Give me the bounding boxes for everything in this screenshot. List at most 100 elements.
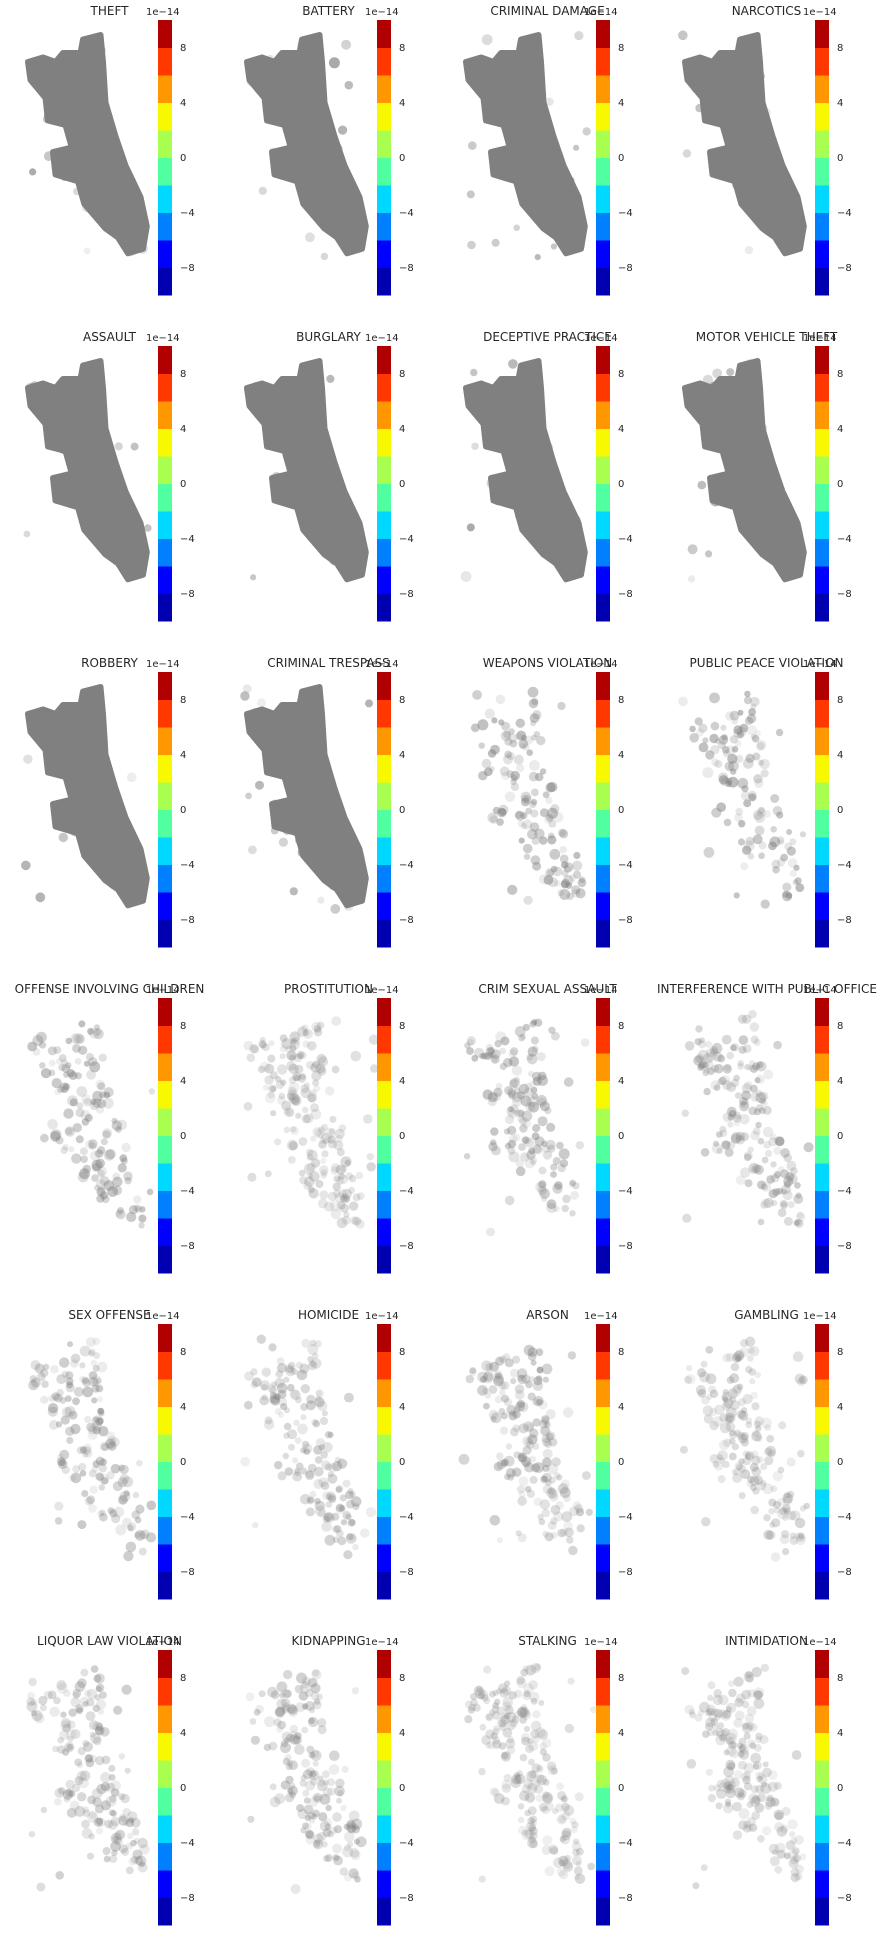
scatter-point xyxy=(749,1475,760,1487)
scatter-point xyxy=(273,1393,280,1401)
scatter-point xyxy=(264,763,274,773)
scatter-point xyxy=(126,1211,137,1223)
scatter-point xyxy=(61,1059,68,1066)
colorbar-tick-label: 8 xyxy=(180,695,186,706)
scatter-point xyxy=(100,1800,111,1811)
scatter-point xyxy=(280,1079,287,1086)
colorbar-segment xyxy=(377,483,391,512)
scatter-point xyxy=(522,1665,529,1672)
scatter-point xyxy=(521,1709,532,1720)
scatter-point xyxy=(244,1371,254,1381)
scatter-point xyxy=(737,1464,747,1474)
scatter-point xyxy=(511,1774,522,1785)
scatter-point xyxy=(82,1386,94,1398)
scatter-point xyxy=(251,381,261,392)
colorbar-tick-label: −8 xyxy=(180,1893,195,1904)
scatter-point xyxy=(336,1148,345,1157)
scatter-point xyxy=(70,1729,81,1739)
colorbar-segment xyxy=(158,1516,172,1545)
scatter-point xyxy=(309,58,319,67)
scatter-point xyxy=(319,431,327,439)
scatter-point xyxy=(286,1050,297,1061)
scatter-point xyxy=(531,509,538,516)
scatter-point xyxy=(767,1770,778,1780)
scatter-point xyxy=(284,1467,294,1476)
scatter-point xyxy=(98,1426,109,1437)
scatter-point xyxy=(523,1344,535,1356)
scatter-point xyxy=(306,1092,318,1103)
scatter-point xyxy=(697,1064,704,1071)
scatter-point xyxy=(61,1085,69,1093)
scatter-point xyxy=(287,1086,297,1096)
scatter-point xyxy=(548,832,555,839)
scatter-point xyxy=(557,1791,567,1801)
scatter-point xyxy=(95,1756,105,1766)
scatter-point xyxy=(742,1824,752,1833)
scatter-point xyxy=(506,752,515,760)
scatter-point xyxy=(751,1811,760,1820)
colorbar-segment xyxy=(377,1351,391,1380)
scatter-point xyxy=(127,1524,134,1532)
scatter-point xyxy=(571,1821,579,1829)
scatter-point xyxy=(115,1209,123,1217)
scatter-point xyxy=(301,1726,309,1734)
scatter-point xyxy=(699,1037,705,1044)
scatter-point xyxy=(115,516,121,523)
scatter-point xyxy=(525,1380,533,1389)
colorbar-segment xyxy=(158,1080,172,1109)
scatter-point xyxy=(95,1726,104,1735)
scatter-points xyxy=(458,1344,593,1556)
colorbar-tick-label: −8 xyxy=(837,1567,852,1578)
scatter-point xyxy=(352,537,359,544)
scatter-point xyxy=(498,496,509,507)
colorbar-segment xyxy=(815,267,829,296)
scatter-point xyxy=(771,1518,781,1528)
scatter-point xyxy=(795,883,805,893)
scatter-point xyxy=(88,489,97,499)
scatter-point xyxy=(322,1787,333,1798)
scatter-point xyxy=(689,725,696,733)
scatter-point xyxy=(311,1813,318,1820)
scatter-point xyxy=(269,410,276,417)
scatter-point xyxy=(60,173,69,181)
scatter-point xyxy=(770,826,777,833)
scatter-point xyxy=(749,524,758,533)
scatter-point xyxy=(546,467,556,477)
scatter-point xyxy=(742,466,752,476)
scatter-point xyxy=(561,1204,569,1213)
scatter-point xyxy=(521,1374,531,1384)
scatter-point xyxy=(267,75,277,85)
scatter-point xyxy=(73,426,84,437)
scatter-point xyxy=(729,1429,736,1437)
scatter-point xyxy=(60,1720,72,1732)
scatter-point xyxy=(340,1804,347,1811)
scatter-point xyxy=(95,1377,102,1384)
scatter-point xyxy=(301,1114,311,1124)
scatter-point xyxy=(743,439,753,449)
scatter-point xyxy=(103,1855,111,1863)
scatter-point xyxy=(571,1855,582,1866)
scatter-point xyxy=(545,796,553,805)
scatter-point xyxy=(122,1476,134,1488)
scatter-point xyxy=(89,441,100,452)
scatter-point xyxy=(727,1762,736,1770)
panel-title: LIQUOR LAW VIOLATION xyxy=(37,1634,182,1648)
scatter-point xyxy=(323,221,331,229)
scatter-point xyxy=(512,1467,522,1477)
scatter-point xyxy=(514,1109,521,1116)
scatter-point xyxy=(301,1758,311,1768)
scatter-point xyxy=(509,1427,519,1437)
scatter-point xyxy=(347,1824,357,1834)
scatter-point xyxy=(290,1038,297,1045)
colorbar-segment xyxy=(377,267,391,296)
scatter-point xyxy=(770,1173,780,1183)
colorbar-segment xyxy=(158,1544,172,1572)
colorbar-tick-label: −8 xyxy=(180,263,195,274)
scatter-point xyxy=(497,807,507,818)
scatter-point xyxy=(754,1690,763,1699)
scatter-point xyxy=(750,1166,758,1173)
scatter-point xyxy=(280,810,291,821)
scatter-point xyxy=(518,837,525,844)
panel-plot: 840−4−81e−14 xyxy=(463,7,633,296)
scatter-point xyxy=(760,1783,772,1794)
